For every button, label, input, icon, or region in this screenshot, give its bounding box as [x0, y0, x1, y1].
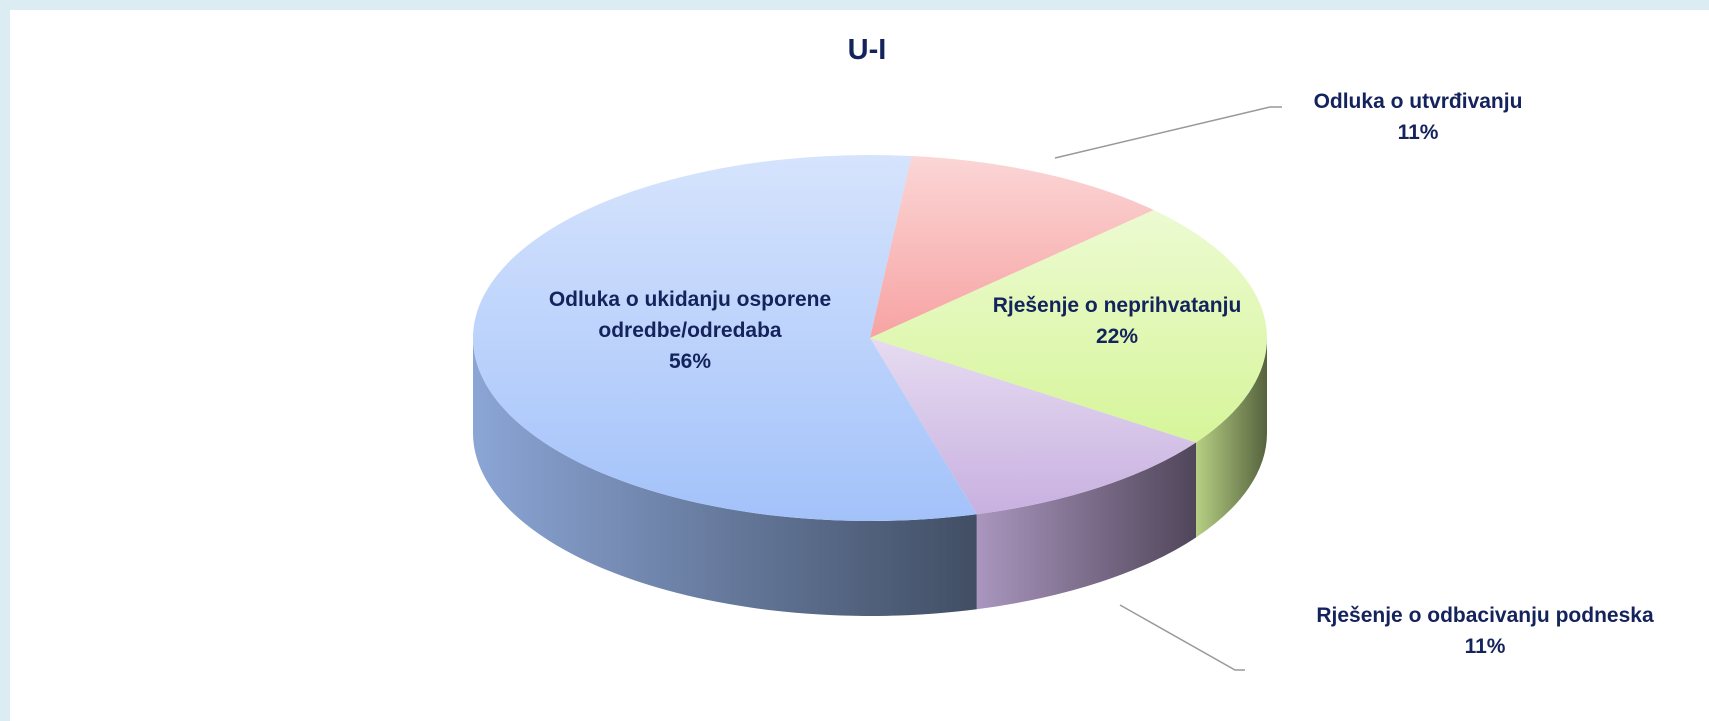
data-label: Rješenje o neprihvatanju 22% [947, 290, 1287, 352]
slice-value: 22% [1095, 325, 1139, 348]
slice-name: Odluka o utvrđivanju [1313, 90, 1523, 113]
leader-line [1054, 106, 1282, 159]
slice-name: Odluka o ukidanju osporene odredbe/odred… [548, 288, 832, 342]
pie-slice [870, 338, 1196, 515]
data-label: Rješenje o odbacivanju podneska 11% [1275, 600, 1695, 662]
pie-slice [472, 154, 977, 521]
pie-slice [870, 156, 1154, 338]
slice-value: 11% [1397, 121, 1439, 144]
pie-side [1195, 338, 1267, 538]
slice-value: 56% [668, 350, 712, 373]
slice-value: 11% [1464, 635, 1506, 658]
pie-side [976, 442, 1196, 610]
leader-line [1119, 604, 1245, 671]
pie-slice [870, 209, 1267, 443]
slice-name: Rješenje o odbacivanju podneska [1316, 604, 1654, 627]
chart-title: U-I [847, 34, 887, 66]
pie-side [473, 338, 977, 616]
data-label: Odluka o ukidanju osporene odredbe/odred… [525, 284, 855, 377]
slice-name: Rješenje o neprihvatanju [992, 294, 1242, 317]
data-label: Odluka o utvrđivanju 11% [1288, 86, 1548, 148]
